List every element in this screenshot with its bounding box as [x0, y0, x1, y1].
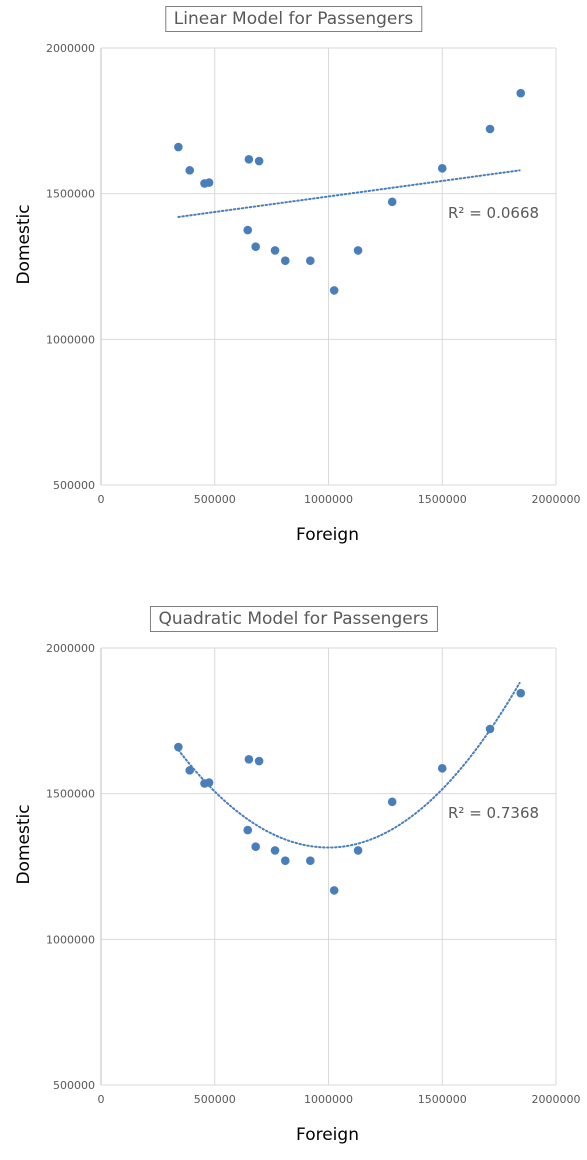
y-tick-label: 1000000: [46, 333, 95, 346]
x-tick-label: 500000: [194, 493, 236, 506]
x-tick-label: 1000000: [304, 1093, 353, 1106]
r-squared-label: R² = 0.7368: [448, 804, 539, 822]
data-point: [437, 764, 447, 773]
data-point: [329, 886, 339, 895]
data-point: [353, 246, 363, 255]
data-point: [243, 225, 253, 235]
data-point: [244, 154, 254, 164]
x-tick-label: 500000: [194, 1093, 236, 1106]
trendline: [177, 169, 521, 218]
data-point: [244, 754, 254, 764]
y-tick-label: 2000000: [46, 42, 95, 55]
data-point: [516, 88, 526, 98]
x-tick-label: 1500000: [418, 1093, 467, 1106]
data-point: [280, 256, 290, 265]
r-squared-label: R² = 0.0668: [448, 204, 539, 222]
data-point: [270, 846, 280, 855]
y-tick-label: 2000000: [46, 642, 95, 655]
x-axis-label: Foreign: [296, 1125, 359, 1145]
data-point: [251, 842, 260, 851]
x-tick-label: 0: [98, 1093, 105, 1106]
data-point: [353, 846, 363, 855]
data-point: [485, 724, 495, 734]
trendline: [177, 681, 521, 849]
data-point: [306, 856, 315, 865]
y-tick-label: 1500000: [46, 188, 95, 201]
data-point: [254, 756, 264, 766]
x-tick-label: 2000000: [532, 1093, 581, 1106]
x-tick-label: 2000000: [532, 493, 581, 506]
plot-area: 0 500000 1000000 1500000 2000000500000100000…: [14, 642, 581, 1145]
data-point: [185, 166, 195, 175]
data-point: [243, 825, 253, 835]
data-point: [485, 124, 495, 134]
data-point: [251, 242, 260, 251]
chart-quadratic-model: Quadratic Model for Passengers 0 500000 10…: [0, 600, 587, 1160]
data-point: [204, 778, 214, 787]
data-point: [329, 286, 339, 295]
y-tick-label: 500000: [53, 1079, 95, 1092]
data-point: [254, 156, 264, 166]
chart-linear-model: Linear Model for Passengers 0 500000 10000…: [0, 0, 587, 560]
chart-title: Quadratic Model for Passengers: [149, 606, 438, 632]
x-tick-label: 1000000: [304, 493, 353, 506]
data-point: [387, 797, 397, 807]
y-axis-label: Domestic: [14, 204, 34, 284]
data-point: [204, 178, 214, 187]
x-axis-label: Foreign: [296, 525, 359, 545]
data-point: [437, 164, 447, 173]
data-point: [174, 742, 183, 752]
data-point: [174, 142, 183, 152]
y-tick-label: 500000: [53, 479, 95, 492]
data-point: [516, 688, 526, 698]
data-point: [306, 256, 315, 265]
data-point: [185, 766, 195, 775]
chart-title: Linear Model for Passengers: [164, 6, 423, 32]
data-point: [270, 246, 280, 255]
y-tick-label: 1000000: [46, 933, 95, 946]
x-tick-label: 1500000: [418, 493, 467, 506]
y-tick-label: 1500000: [46, 788, 95, 801]
plot-area: 0 500000 1000000 1500000 2000000500000100000…: [14, 42, 581, 545]
x-tick-label: 0: [98, 493, 105, 506]
data-point: [280, 856, 290, 865]
data-point: [387, 197, 397, 207]
y-axis-label: Domestic: [14, 804, 34, 884]
